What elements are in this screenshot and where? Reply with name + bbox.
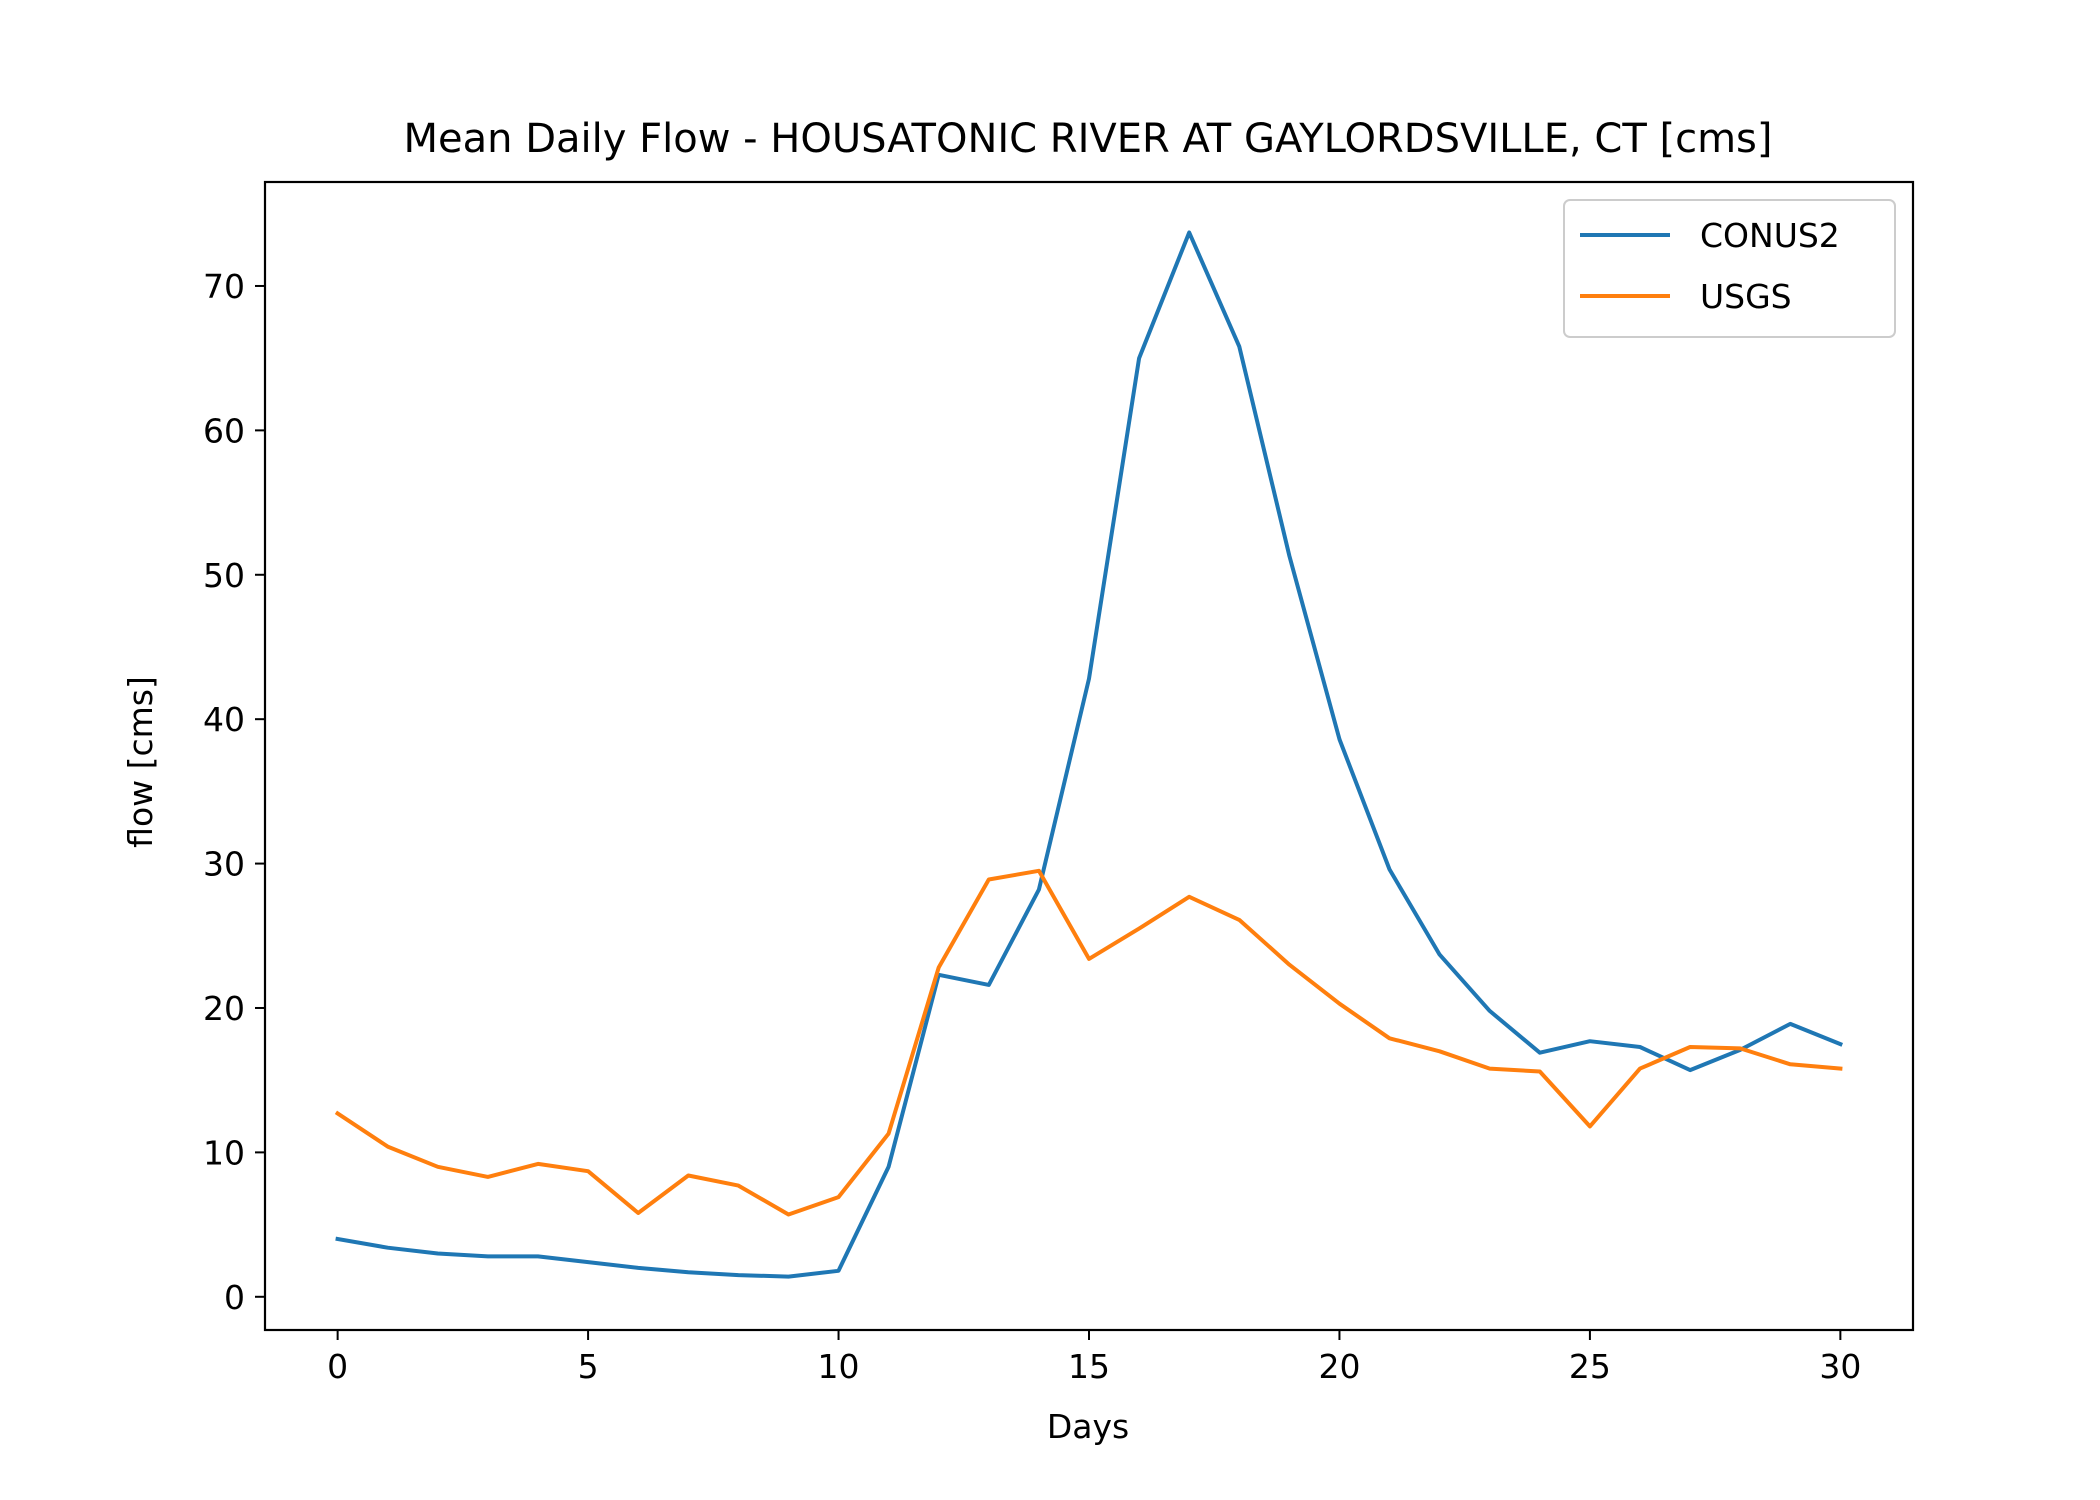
y-axis-label: flow [cms] xyxy=(121,676,160,848)
x-tick-label: 0 xyxy=(327,1347,348,1386)
x-tick-label: 15 xyxy=(1068,1347,1110,1386)
legend: CONUS2 USGS xyxy=(1563,199,1896,338)
x-tick-label: 10 xyxy=(818,1347,860,1386)
y-tick-label: 0 xyxy=(224,1278,245,1317)
series-layer xyxy=(334,230,1844,1279)
x-tick-label: 20 xyxy=(1318,1347,1360,1386)
plot-frame xyxy=(263,180,1915,1332)
legend-label-usgs: USGS xyxy=(1700,277,1792,316)
y-tick-label: 40 xyxy=(203,700,245,739)
legend-label-conus2: CONUS2 xyxy=(1700,216,1840,255)
y-tick-label: 70 xyxy=(203,267,245,306)
y-tick-label: 30 xyxy=(203,845,245,884)
y-tick-label: 10 xyxy=(203,1133,245,1172)
x-axis-label: Days xyxy=(1047,1407,1129,1446)
x-tick-label: 30 xyxy=(1819,1347,1861,1386)
x-tick-label: 5 xyxy=(578,1347,599,1386)
series-line-usgs xyxy=(334,868,1843,1217)
x-tick-label: 25 xyxy=(1569,1347,1611,1386)
series-line-conus2 xyxy=(335,230,1844,1279)
chart-title: Mean Daily Flow - HOUSATONIC RIVER AT GA… xyxy=(404,116,1773,162)
y-tick-label: 50 xyxy=(203,556,245,595)
y-axis: 0 10 20 30 40 50 60 70 xyxy=(203,267,265,1317)
y-tick-label: 60 xyxy=(203,411,245,450)
y-tick-label: 20 xyxy=(203,989,245,1028)
x-axis: 0 5 10 15 20 25 30 xyxy=(327,1330,1861,1386)
